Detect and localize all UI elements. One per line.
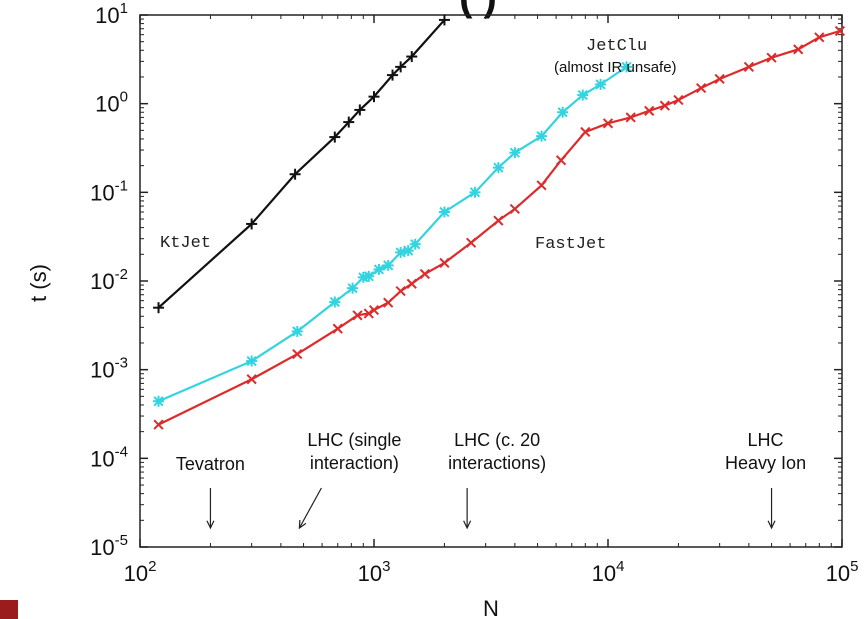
data-point (395, 61, 407, 73)
data-point (673, 94, 684, 106)
data-point (354, 104, 366, 116)
data-point (153, 419, 164, 430)
series-label-jetclu: JetClu (586, 37, 647, 56)
data-point (368, 91, 380, 103)
y-tick-label: 10-3 (90, 355, 128, 383)
data-point (465, 237, 477, 248)
data-point (246, 355, 258, 367)
data-point (291, 325, 303, 337)
series-note-jetclu: (almost IR unsafe) (554, 59, 677, 76)
data-point (352, 310, 363, 321)
data-point (406, 278, 417, 289)
data-point (509, 147, 521, 159)
data-point (602, 118, 614, 129)
annotation-arrow (298, 487, 322, 529)
x-tick-label: 104 (592, 558, 625, 586)
annotation-text: interaction) (310, 453, 399, 473)
data-point (347, 282, 359, 294)
annotation-text: Heavy Ion (725, 453, 806, 473)
data-point (439, 257, 450, 269)
data-point (621, 61, 633, 73)
data-point (714, 73, 725, 85)
x-tick-label: 105 (826, 558, 859, 586)
y-axis-label: t (s) (26, 264, 51, 302)
data-point (659, 100, 670, 111)
data-point (329, 296, 341, 308)
data-point (625, 112, 636, 123)
data-point (153, 302, 165, 314)
annotations: Tevatron LHC (single interaction) LHC (c. 2… (176, 430, 806, 530)
annotation-text: LHC (c. 20 (454, 430, 540, 450)
data-point (153, 395, 165, 407)
data-point (292, 348, 303, 360)
data-point (363, 308, 374, 319)
data-series (153, 14, 846, 430)
annotation-text: Tevatron (176, 454, 245, 474)
annotation-arrowhead (206, 520, 215, 530)
data-point (246, 374, 257, 385)
axis-ticks: 102 103 104 105 10-5 10-4 10-3 10-2 10-1 100 101 (90, 0, 858, 586)
data-point (536, 130, 548, 142)
series-ktjet (153, 14, 450, 314)
x-tick-label: 102 (124, 558, 157, 586)
data-point (580, 126, 591, 138)
data-point (395, 285, 406, 297)
data-point (509, 203, 520, 215)
data-point (595, 78, 607, 90)
data-point (438, 206, 450, 218)
data-point (382, 259, 394, 271)
data-point (743, 61, 754, 72)
annotation-text: interactions) (448, 453, 546, 473)
slide-accent-square (0, 600, 18, 619)
data-point (363, 270, 375, 282)
data-point (329, 131, 341, 143)
y-tick-label: 10-2 (90, 266, 128, 294)
chart-title-fragment: ( ) (459, 0, 497, 19)
data-point (493, 215, 504, 226)
x-tick-label: 103 (358, 558, 391, 586)
data-point (406, 51, 418, 63)
data-point (834, 25, 846, 37)
y-tick-label: 10-4 (90, 443, 128, 471)
data-point (246, 218, 258, 230)
data-point (696, 82, 707, 94)
annotation-arrowhead (298, 519, 307, 530)
y-tick-label: 100 (95, 89, 128, 117)
series-line (158, 29, 841, 426)
y-tick-label: 10-5 (90, 532, 128, 560)
annotation-text: LHC (single (307, 430, 401, 450)
data-point (644, 105, 655, 116)
data-point (536, 180, 547, 191)
data-point (555, 155, 567, 166)
annotation-arrowhead (463, 520, 472, 530)
data-point (343, 116, 355, 128)
data-point (419, 268, 430, 280)
data-point (793, 44, 804, 55)
data-point (814, 32, 825, 43)
data-point (289, 168, 301, 180)
data-point (368, 304, 380, 316)
data-point (395, 246, 407, 258)
data-point (409, 238, 421, 250)
data-point (373, 263, 385, 275)
y-tick-label: 10-1 (90, 177, 128, 205)
data-point (469, 186, 481, 198)
annotation-text: LHC (748, 430, 784, 450)
annotation-arrowhead (767, 520, 776, 530)
data-point (383, 297, 394, 308)
data-point (557, 106, 569, 118)
data-point (766, 52, 777, 63)
y-tick-label: 101 (95, 0, 128, 28)
data-point (438, 14, 450, 26)
data-point (332, 323, 343, 334)
series-fastjet (153, 25, 846, 430)
series-label-fastjet: FastJet (535, 235, 606, 254)
data-point (492, 162, 504, 174)
series-label-ktjet: KtJet (160, 234, 211, 253)
data-point (577, 89, 589, 101)
data-point (387, 69, 399, 81)
series-jetclu (153, 61, 633, 407)
x-axis-label: N (483, 596, 499, 619)
